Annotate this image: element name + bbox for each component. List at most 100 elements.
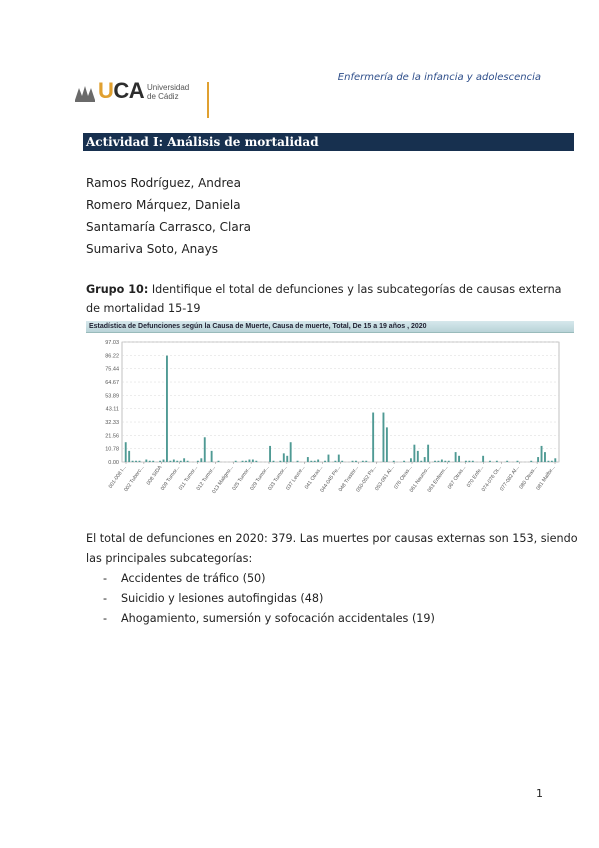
chart-bar xyxy=(203,437,206,462)
chart-bar xyxy=(355,460,357,462)
chart-bar xyxy=(554,458,557,462)
author-name: Ramos Rodríguez, Andrea xyxy=(86,176,241,190)
y-tick-label: 64.67 xyxy=(105,380,119,386)
author-name: Sumariva Soto, Anays xyxy=(86,242,218,256)
x-tick-label: 081 Malfor... xyxy=(535,465,556,492)
chart-bar xyxy=(255,460,258,462)
chart-bar xyxy=(413,444,416,462)
chart-bar xyxy=(310,460,313,462)
chart-bar xyxy=(458,455,461,462)
chart-bar xyxy=(341,460,344,462)
author-list: Ramos Rodríguez, Andrea Romero Márquez, … xyxy=(86,172,251,260)
chart-bar xyxy=(423,457,426,462)
x-tick-label: 070 Enfe... xyxy=(466,465,485,489)
chart-bar xyxy=(403,460,406,462)
chart-bar xyxy=(131,460,134,462)
header-divider xyxy=(207,82,209,118)
y-tick-label: 75.44 xyxy=(105,367,119,373)
chart-bar xyxy=(468,460,471,462)
chart-bar xyxy=(241,460,244,462)
chart-bar xyxy=(148,460,151,462)
chart-bar xyxy=(327,454,330,462)
chart-bar xyxy=(135,460,137,462)
chart-bar xyxy=(313,460,316,462)
chart-bar xyxy=(447,460,450,462)
chart-bar xyxy=(420,460,423,462)
plot-area xyxy=(121,341,560,463)
chart-bar xyxy=(210,450,213,462)
chart-bar xyxy=(159,460,162,462)
author-name: Santamaría Carrasco, Clara xyxy=(86,220,252,234)
chart-bar xyxy=(251,459,254,462)
chart-bar xyxy=(172,459,175,462)
chart-bar xyxy=(152,460,155,462)
chart-bar xyxy=(540,445,543,462)
bullet-marker: - xyxy=(103,572,108,585)
chart-bar xyxy=(385,427,388,462)
chart-bar xyxy=(464,460,467,462)
author-name: Romero Márquez, Daniela xyxy=(86,198,241,212)
chart-bar xyxy=(495,460,498,462)
group-label: Grupo 10: xyxy=(86,283,149,296)
chart-bar xyxy=(361,460,364,462)
chart-bar xyxy=(416,450,419,462)
page-number: 1 xyxy=(536,787,543,800)
chart-bar xyxy=(269,445,271,462)
chart-bar xyxy=(372,412,375,462)
y-tick-label: 43.11 xyxy=(106,407,119,413)
chart-bar xyxy=(506,460,509,462)
chart-bar xyxy=(544,452,546,462)
y-tick-label: 0.00 xyxy=(108,460,119,466)
chart-bar xyxy=(317,459,320,462)
bullet-marker: - xyxy=(103,592,108,605)
activity-title: Actividad I: Análisis de mortalidad xyxy=(83,133,574,151)
chart-bar xyxy=(196,460,199,462)
chart-bar xyxy=(324,460,326,462)
chart-bar xyxy=(434,460,436,462)
list-item-text: Ahogamiento, sumersión y sofocación acci… xyxy=(121,612,435,625)
y-tick-label: 53.89 xyxy=(105,393,119,399)
logo-wordmark: UCA xyxy=(98,78,145,103)
chart-bar xyxy=(337,454,340,462)
chart-bar xyxy=(392,460,395,462)
chart-bar xyxy=(162,459,165,462)
group-question-text: Identifique el total de defunciones y la… xyxy=(86,283,562,315)
chart-bar xyxy=(166,355,168,462)
chart-bar xyxy=(440,459,443,462)
list-item-text: Accidentes de tráfico (50) xyxy=(121,572,266,585)
chart-bar xyxy=(550,460,553,462)
chart-bar xyxy=(410,458,412,462)
list-item: - Accidentes de tráfico (50) xyxy=(103,569,435,589)
chart-bar xyxy=(234,460,237,462)
chart-bar xyxy=(489,460,491,462)
chart-bar xyxy=(179,460,182,462)
chart-bar xyxy=(272,460,275,462)
chart-bar xyxy=(306,457,309,462)
chart-bar xyxy=(245,460,247,462)
mortality-chart: Estadística de Defunciones según la Caus… xyxy=(86,321,574,509)
y-tick-label: 21.56 xyxy=(105,433,119,439)
chart-bar xyxy=(128,450,131,462)
chart-bar xyxy=(200,458,203,462)
chart-bar xyxy=(296,460,299,462)
chart-bar xyxy=(145,459,148,462)
chart-bar xyxy=(286,455,289,462)
chart-bar xyxy=(351,460,354,462)
chart-bar xyxy=(124,442,127,462)
chart-bar xyxy=(516,460,519,462)
y-tick-label: 10.78 xyxy=(105,447,119,453)
chart-bar xyxy=(471,460,474,462)
chart-bar xyxy=(183,458,186,462)
chart-bar xyxy=(169,460,172,462)
chart-bar xyxy=(176,460,179,462)
subcategory-list: - Accidentes de tráfico (50) - Suicidio y … xyxy=(103,569,435,629)
chart-bar xyxy=(248,459,251,462)
chart-bar xyxy=(138,460,141,462)
list-item: - Suicidio y lesiones autofingidas (48) xyxy=(103,589,435,609)
summary-paragraph: El total de defunciones en 2020: 379. La… xyxy=(86,532,578,565)
chart-bar xyxy=(482,455,485,462)
chart-bar xyxy=(437,460,440,462)
chart-bar xyxy=(334,460,337,462)
chart-bar xyxy=(217,460,220,462)
group-question: Grupo 10: Identifique el total de defunc… xyxy=(86,280,578,318)
